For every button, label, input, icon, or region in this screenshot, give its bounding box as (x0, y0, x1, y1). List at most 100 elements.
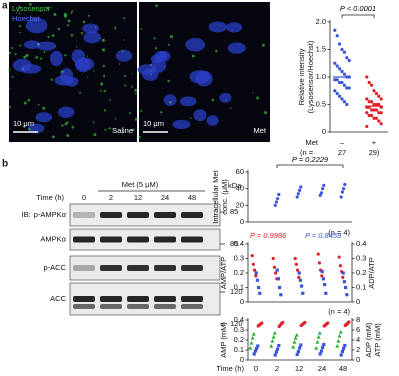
data-point (365, 124, 369, 129)
y-tick-label: 2.0 (316, 17, 326, 26)
data-point (274, 350, 278, 354)
lysosome (100, 82, 104, 86)
data-point (342, 72, 346, 76)
data-point (370, 113, 374, 118)
nucleus (185, 37, 206, 52)
nucleus (82, 23, 100, 34)
data-point (335, 91, 339, 96)
y-tick-label: 1.0 (316, 72, 326, 81)
lysosome (46, 6, 50, 10)
band (181, 236, 203, 243)
p-value: P = 0.8459 (305, 231, 342, 240)
data-point (253, 349, 257, 353)
data-point (257, 285, 261, 290)
micrographs (7, 2, 271, 142)
lysosome (256, 96, 260, 100)
data-point (372, 102, 376, 107)
lysosome (99, 90, 102, 92)
lysosome (9, 105, 12, 108)
y2-tick-label: 0.2 (356, 268, 366, 277)
band (154, 265, 176, 271)
data-point (272, 331, 277, 335)
y-tick-label: 0.2 (234, 268, 244, 277)
lysosome (66, 134, 70, 138)
y-tick-label: 0.3 (234, 253, 244, 262)
nucleus (12, 58, 32, 72)
data-point (321, 187, 325, 191)
data-point (336, 339, 341, 343)
data-point (314, 346, 319, 350)
data-point (379, 97, 383, 101)
n-prefix: (n = (328, 228, 342, 237)
n-label: (n = 4) (328, 307, 350, 316)
lysosome (102, 48, 106, 52)
nucleus (57, 106, 75, 118)
data-point (370, 100, 374, 104)
lysosome (169, 35, 174, 39)
lysosome (92, 70, 95, 72)
lysosome (225, 99, 227, 101)
lysosome (101, 38, 105, 42)
nucleus (226, 22, 243, 33)
lysosome (42, 106, 46, 110)
size-unit: kDa (228, 181, 242, 190)
data-point (367, 100, 371, 104)
data-point (377, 119, 381, 123)
ib-prefix: IB: (22, 210, 31, 219)
data-point (370, 108, 374, 112)
lysosome (71, 125, 75, 129)
lysosome (28, 127, 31, 131)
lysosome (67, 19, 71, 23)
scale-bar-label: 10 μm (143, 119, 164, 128)
data-point (319, 191, 323, 195)
lysosome (134, 88, 138, 92)
data-point (374, 102, 378, 107)
data-point (294, 262, 298, 266)
treatment-label: Met (5 μM) (122, 180, 159, 189)
band (181, 265, 203, 271)
data-point (319, 349, 323, 353)
data-point (365, 75, 369, 79)
data-point (320, 274, 324, 278)
p-value: P = 0.2229 (292, 155, 329, 164)
lysosome (114, 26, 116, 28)
band (181, 304, 203, 309)
data-point (278, 285, 282, 290)
lysosome (36, 56, 39, 58)
y-tick-label: 0.2 (234, 335, 244, 344)
lysosome (86, 76, 89, 79)
y-tick-label: 0 (322, 127, 326, 136)
data-point (340, 47, 344, 52)
nucleus (227, 42, 246, 54)
band (127, 296, 149, 302)
lysosome (57, 27, 61, 31)
lysosome (92, 121, 95, 124)
data-point (335, 344, 340, 348)
time-tick-label: 48 (188, 193, 196, 202)
y-tick-label: 1.5 (316, 44, 326, 53)
lysosome (71, 10, 74, 12)
data-point (292, 340, 297, 344)
lysosome (70, 11, 73, 14)
data-point (316, 252, 320, 256)
data-point (338, 67, 342, 71)
lysosome (11, 76, 14, 78)
lysosome (61, 124, 64, 127)
x-tick-label: 24 (318, 364, 326, 373)
row-label: AMPKα (40, 234, 66, 243)
y2-axis-label: ADP/ATP (367, 257, 376, 289)
data-point (338, 42, 342, 46)
data-point (372, 89, 376, 93)
n-label: 29) (369, 148, 380, 157)
y-tick-label: 0.3 (234, 325, 244, 334)
lysosome (80, 32, 84, 35)
band (100, 236, 122, 243)
y-tick-label: 0 (240, 217, 244, 226)
p-value: P = 0.9986 (250, 231, 287, 240)
lysosome (79, 91, 82, 94)
time-tick-label: 24 (161, 193, 169, 202)
lysosome (140, 27, 143, 30)
lysosome (67, 24, 70, 27)
data-point (250, 254, 254, 258)
y2-tick-label: 0 (356, 297, 360, 306)
